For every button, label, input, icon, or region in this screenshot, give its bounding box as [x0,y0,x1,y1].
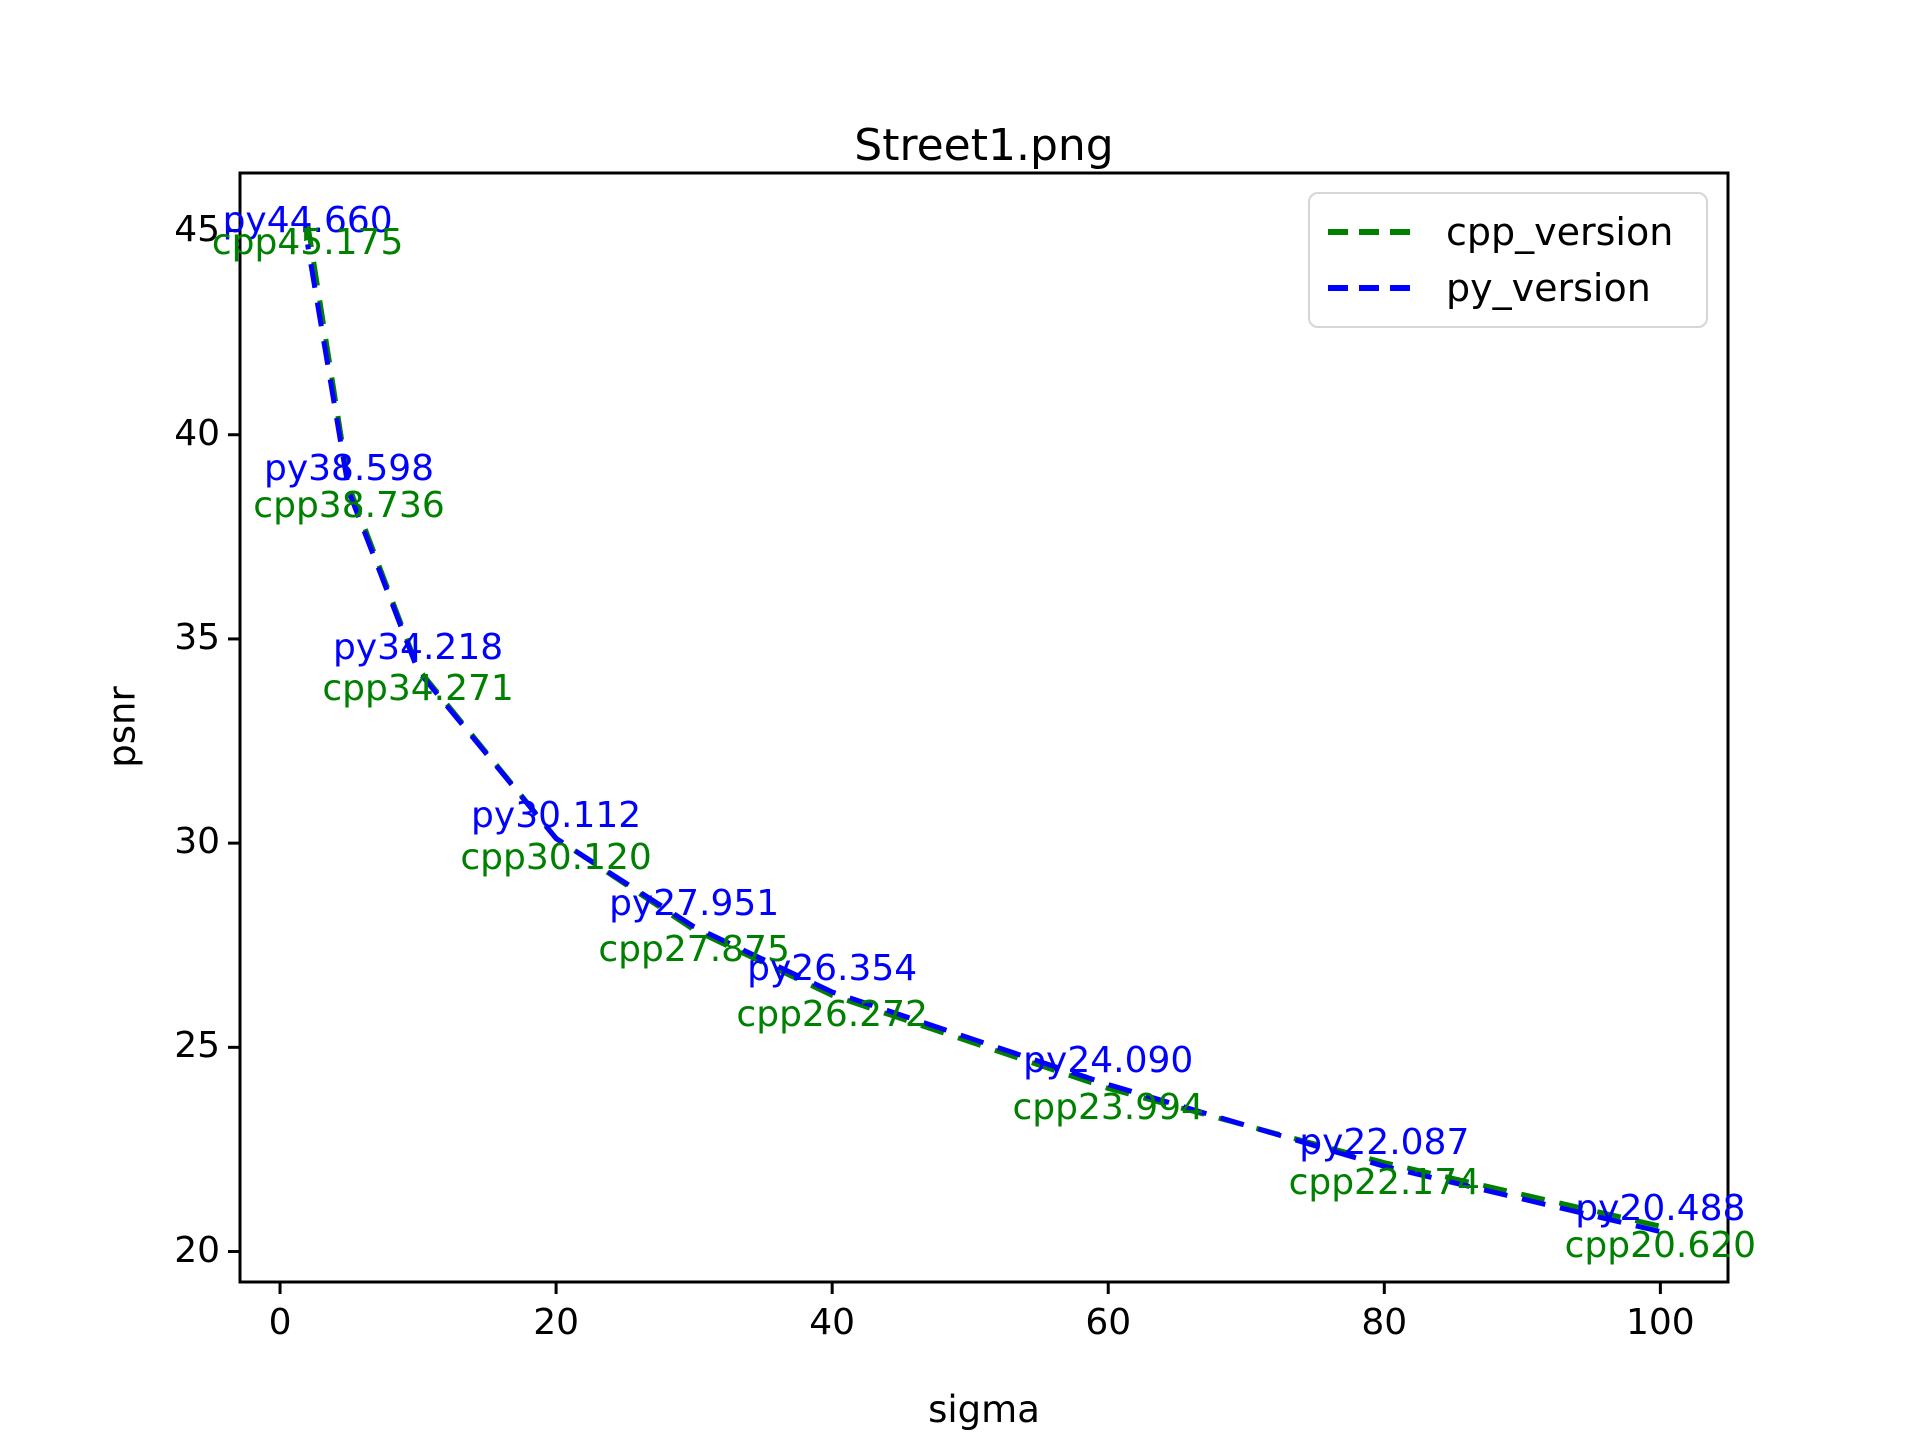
annotation-cpp20.620: cpp20.620 [1564,1225,1757,1267]
curve-py_version [305,243,1661,1235]
annotation-cpp22.174: cpp22.174 [1288,1161,1481,1203]
legend-label-cpp-version: cpp_version [1446,210,1674,254]
legend-label-py-version: py_version [1446,266,1651,310]
annotation-py26.354: py26.354 [747,948,918,990]
y-tick-label: 30 [174,820,220,862]
annotation-cpp38.736: cpp38.736 [253,485,445,527]
plot-border [238,171,1730,1284]
cpp-version-dash-icon [1328,229,1418,235]
legend: cpp_version py_version [1308,192,1708,328]
y-tick-label: 35 [174,616,220,658]
x-tick-label: 80 [1361,1302,1408,1343]
annotation-cpp27.875: cpp27.875 [598,928,790,970]
annotation-py27.951: py27.951 [609,883,780,924]
annotation-cpp45.175: cpp45.175 [211,222,404,264]
curves [305,223,1661,1235]
annotation-py20.488: py20.488 [1575,1187,1746,1229]
x-tick-label: 60 [1085,1302,1132,1343]
x-tick-label: 40 [809,1302,856,1343]
tick-marks [228,229,1662,1294]
legend-row-cpp-version: cpp_version [1328,210,1688,254]
annotation-py22.087: py22.087 [1299,1122,1470,1164]
y-tick-label: 25 [174,1025,220,1067]
chart-title: Street1.png [854,120,1114,171]
x-tick-label: 0 [268,1302,292,1343]
py-version-dash-icon [1328,285,1418,291]
y-tick-label: 40 [174,412,220,454]
y-tick-label: 20 [174,1229,220,1271]
annotation-cpp23.994: cpp23.994 [1012,1087,1204,1129]
annotation-cpp34.271: cpp34.271 [322,667,514,709]
annotation-cpp30.120: cpp30.120 [460,837,652,879]
x-tick-label: 100 [1626,1302,1695,1343]
x-tick-label: 20 [533,1302,579,1343]
annotation-py34.218: py34.218 [333,627,504,669]
annotation-cpp26.272: cpp26.272 [736,994,928,1036]
curve-cpp_version [305,223,1661,1229]
annotation-py44.660: py44.660 [222,200,393,242]
legend-row-py-version: py_version [1328,266,1688,310]
y-tick-label: 45 [174,208,220,250]
annotation-py24.090: py24.090 [1023,1040,1194,1082]
x-axis-label: sigma [928,1388,1040,1431]
y-axis-label: psnr [100,686,144,768]
annotation-py38.598: py38.598 [263,448,435,490]
annotation-py30.112: py30.112 [471,794,642,836]
